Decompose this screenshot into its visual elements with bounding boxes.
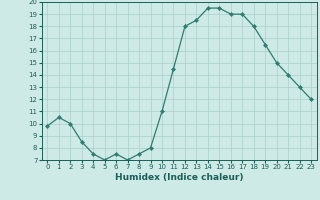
X-axis label: Humidex (Indice chaleur): Humidex (Indice chaleur) xyxy=(115,173,244,182)
